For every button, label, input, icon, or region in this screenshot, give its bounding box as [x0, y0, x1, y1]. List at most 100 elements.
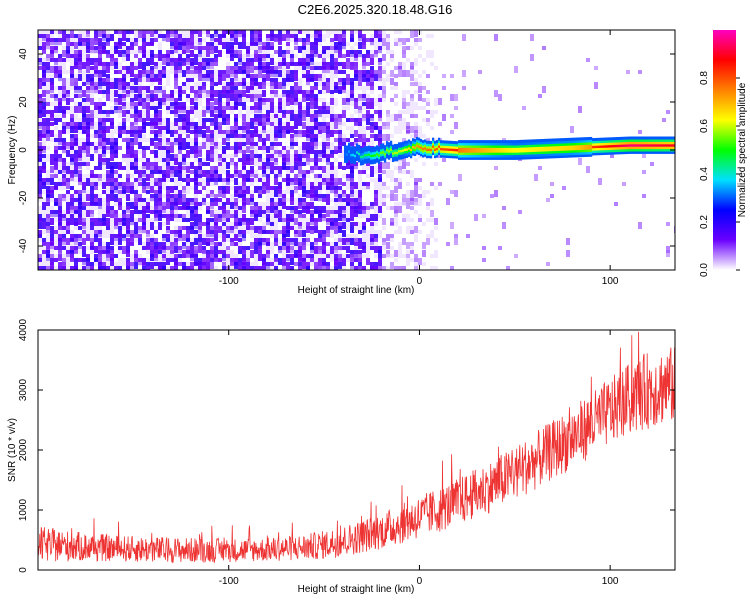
spectrogram-ridge-cell — [424, 139, 427, 143]
spectrogram-cell-faint — [174, 90, 178, 94]
spectrogram-cell — [158, 206, 162, 213]
spectrogram-ridge-cell — [370, 159, 373, 163]
spectrogram-cell — [162, 54, 166, 58]
spectrogram-cell — [182, 82, 186, 86]
spectrogram-cell — [126, 222, 130, 229]
spectrogram-cell — [130, 150, 134, 157]
spectrogram-ridge-cell — [454, 145, 457, 149]
spectrogram-cell — [298, 202, 302, 209]
spectrogram-cell-faint — [126, 106, 130, 110]
spectrogram-cell — [74, 42, 78, 49]
spectrogram-cell — [390, 98, 394, 102]
spectrogram-cell-faint — [46, 70, 50, 74]
spectrogram-cell — [290, 74, 294, 78]
spectrogram-cell — [94, 218, 98, 222]
spectrogram-ridge-cell — [356, 143, 359, 147]
spectrogram-ridge-cell — [438, 149, 441, 153]
spectrogram-cell-faint — [322, 174, 326, 178]
spectrogram-cell-faint — [226, 62, 230, 66]
spectrogram-cell — [358, 210, 362, 214]
spectrogram-cell — [394, 114, 398, 121]
spectrogram-cell — [90, 38, 94, 45]
spectrogram-cell — [86, 254, 90, 261]
spectrogram-ridge-cell — [356, 155, 359, 159]
spectrogram-cell-faint — [282, 86, 286, 90]
spectrogram-cell-faint — [378, 182, 382, 186]
spectrogram-cell — [310, 258, 314, 262]
spectrogram-cell-faint — [398, 254, 402, 258]
spectrogram-cell — [58, 130, 62, 137]
spectrogram-cell — [122, 94, 126, 101]
spectrogram-cell — [206, 254, 210, 258]
spectrogram-cell — [222, 210, 226, 217]
spectrogram-cell-faint — [290, 186, 294, 190]
spectrogram-cell — [234, 86, 238, 90]
spectrogram-cell — [330, 150, 334, 157]
spectrogram-cell-faint — [194, 226, 198, 230]
spectrogram-cell — [46, 118, 50, 122]
spectrogram-ridge-cell — [448, 147, 451, 151]
spectrogram-cell-faint — [342, 266, 346, 270]
spectrogram-ridge-cell — [418, 149, 421, 153]
spectrogram-cell — [50, 58, 54, 62]
spectrogram-cell — [114, 146, 118, 153]
spectrogram-cell — [154, 62, 158, 69]
spectrogram-cell-faint — [290, 38, 294, 42]
spectrogram-cell — [386, 110, 390, 117]
spectrogram-cell-faint — [278, 154, 282, 158]
spectrogram-cell-faint — [430, 254, 434, 258]
spectrogram-cell — [378, 206, 382, 213]
spectrogram-cell-faint — [94, 150, 98, 154]
spectrogram-cell — [158, 266, 162, 270]
spectrogram-cell-faint — [182, 162, 186, 166]
spectrogram-ridge-cell — [348, 142, 351, 146]
spectrogram-cell-faint — [62, 62, 66, 66]
spectrogram-cell — [414, 198, 418, 205]
spectrogram-cell — [246, 154, 250, 161]
spectrogram-cell-faint — [322, 34, 326, 38]
spectrogram-cell-faint — [238, 110, 242, 114]
spectrogram-ridge-cell — [426, 140, 429, 144]
spectrogram-cell-faint — [294, 42, 298, 46]
spectrogram-cell — [198, 70, 202, 77]
spectrogram-cell — [186, 206, 190, 210]
spectrogram-cell-faint — [398, 158, 402, 162]
spectrogram-cell-faint — [114, 262, 118, 266]
spectrogram-cell — [262, 182, 266, 189]
spectrogram-cell — [346, 62, 350, 69]
spectrogram-cell-faint — [398, 202, 402, 206]
spectrogram-cell — [254, 38, 258, 45]
spectrogram-cell — [306, 266, 310, 270]
spectrogram-ridge-cell — [388, 147, 391, 151]
spectrogram-cell — [50, 266, 54, 270]
spectrogram-cell — [58, 250, 62, 254]
spectrogram-cell — [50, 110, 54, 117]
spectrogram-cell — [170, 154, 174, 161]
spectrogram-cell-faint — [330, 30, 334, 34]
spectrogram-cell — [394, 94, 398, 98]
spectrogram-cell — [102, 266, 106, 270]
spectrogram-ridge-cell — [432, 144, 435, 148]
spectrogram-cell-faint — [46, 238, 50, 242]
spectrogram-cell — [298, 178, 302, 185]
spectrogram-cell-faint — [310, 34, 314, 38]
spectrogram-cell — [262, 186, 266, 193]
spectrogram-cell — [330, 186, 334, 193]
spectrogram-cell — [282, 226, 286, 230]
spectrogram-cell-faint — [166, 266, 170, 270]
spectrogram-cell-faint — [322, 218, 326, 222]
spectrogram-cell — [318, 130, 322, 134]
spectrogram-ridge-cell — [356, 150, 359, 154]
spectrogram-cell-faint — [82, 214, 86, 218]
spectrogram-cell — [198, 202, 202, 206]
spectrogram-cell — [358, 194, 362, 201]
spectrogram-cell-faint — [214, 110, 218, 114]
spectrogram-ridge-cell — [470, 152, 473, 156]
spectrogram-ridge-cell — [412, 140, 415, 144]
spectrogram-cell — [362, 94, 366, 101]
spectrogram-cell — [106, 182, 110, 186]
spectrogram-cell — [382, 238, 386, 245]
spectrogram-cell — [234, 146, 238, 153]
spectrogram-cell — [338, 178, 342, 185]
spectrogram-ridge-cell — [444, 140, 447, 144]
